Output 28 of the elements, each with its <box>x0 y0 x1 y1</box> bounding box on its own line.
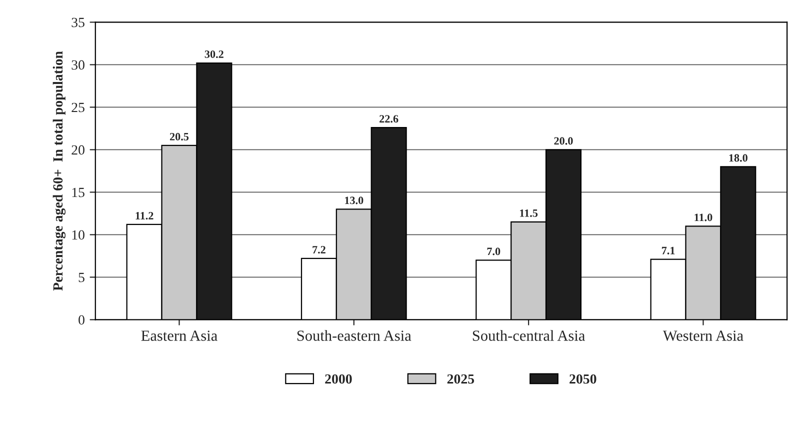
data-label: 13.0 <box>345 196 364 204</box>
data-label: 22.6 <box>380 115 398 123</box>
data-label: 7.1 <box>662 246 675 254</box>
y-tick-label: 35 <box>72 18 84 28</box>
y-tick-label: 5 <box>78 272 84 282</box>
y-tick-label: 30 <box>72 60 84 70</box>
data-label: 30.2 <box>204 50 224 58</box>
data-label: 20.5 <box>170 132 189 140</box>
x-tick-label: South-central Asia <box>472 330 585 341</box>
y-tick-label: 25 <box>72 102 84 112</box>
x-tick-label: Western Asia <box>662 330 744 341</box>
legend-label: 2025 <box>447 374 474 384</box>
x-tick-label: South-eastern Asia <box>297 330 412 341</box>
data-label: 11.2 <box>136 212 154 220</box>
y-tick-label: 0 <box>78 315 84 325</box>
y-tick-label: 20 <box>72 145 84 155</box>
data-label: 20.0 <box>554 137 573 145</box>
legend-label: 2000 <box>325 374 352 384</box>
legend-label: 2050 <box>570 374 596 384</box>
y-tick-label: 10 <box>72 230 84 240</box>
data-label: 18.0 <box>729 154 748 162</box>
data-label: 11.5 <box>520 209 538 217</box>
data-label: 7.0 <box>487 248 500 256</box>
data-label: 11.0 <box>694 214 712 222</box>
y-tick-label: 15 <box>72 188 84 198</box>
y-axis-title: Percentage aged 60+ In total population <box>52 51 66 291</box>
data-label: 7.2 <box>312 246 326 254</box>
x-tick-label: Eastern Asia <box>141 330 218 341</box>
